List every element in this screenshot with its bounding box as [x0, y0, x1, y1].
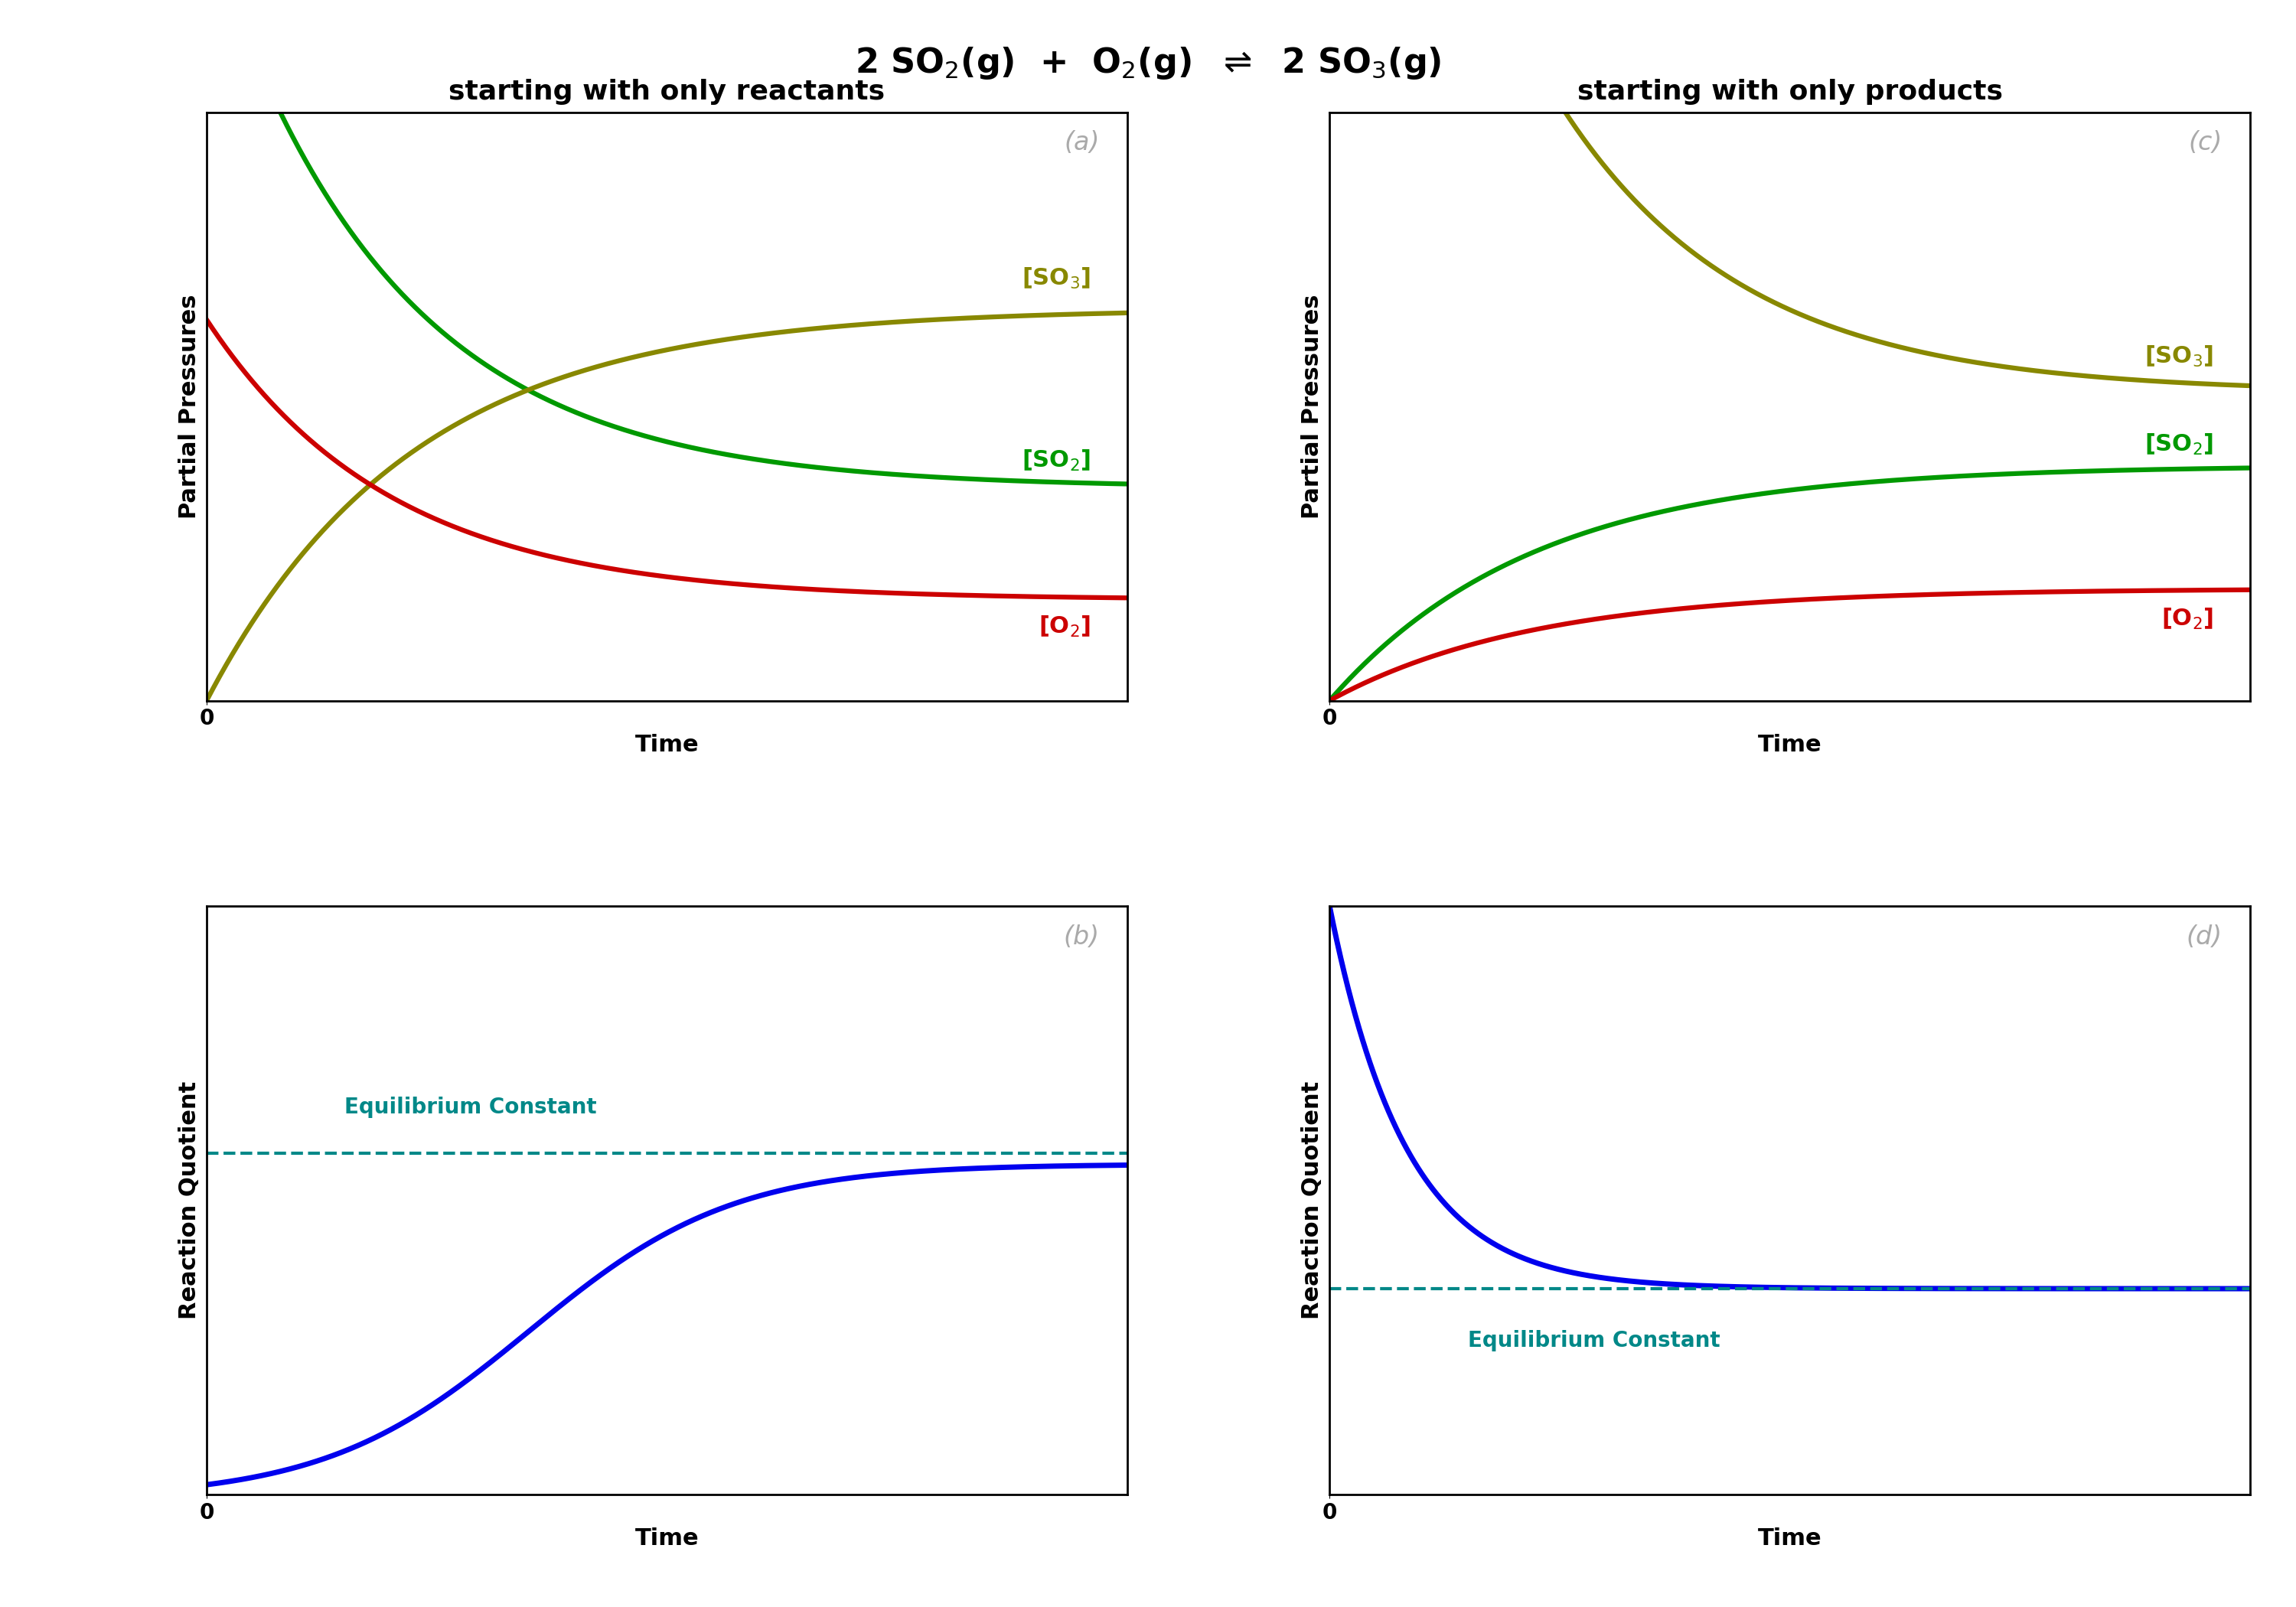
Text: Equilibrium Constant: Equilibrium Constant [344, 1096, 597, 1118]
Text: (c): (c) [2188, 130, 2223, 156]
Y-axis label: Reaction Quotient: Reaction Quotient [1302, 1082, 1322, 1319]
Text: [O$_2$]: [O$_2$] [1038, 615, 1091, 640]
Title: starting with only products: starting with only products [1577, 79, 2002, 104]
Text: [SO$_2$]: [SO$_2$] [2144, 432, 2213, 456]
Text: [SO$_3$]: [SO$_3$] [1022, 265, 1091, 291]
Text: 2 SO$_2$(g)  +  O$_2$(g)  $\rightleftharpoons$  2 SO$_3$(g): 2 SO$_2$(g) + O$_2$(g) $\rightleftharpoo… [854, 45, 1442, 80]
Y-axis label: Partial Pressures: Partial Pressures [1302, 294, 1322, 519]
Text: (a): (a) [1063, 130, 1100, 156]
Text: (b): (b) [1063, 924, 1100, 950]
Y-axis label: Partial Pressures: Partial Pressures [179, 294, 200, 519]
X-axis label: Time: Time [1759, 1528, 1821, 1549]
Text: [O$_2$]: [O$_2$] [2161, 606, 2213, 632]
Title: starting with only reactants: starting with only reactants [448, 79, 884, 104]
Y-axis label: Reaction Quotient: Reaction Quotient [179, 1082, 200, 1319]
Text: [SO$_3$]: [SO$_3$] [2144, 344, 2213, 370]
X-axis label: Time: Time [1759, 734, 1821, 755]
Text: (d): (d) [2186, 924, 2223, 950]
Text: [SO$_2$]: [SO$_2$] [1022, 448, 1091, 472]
X-axis label: Time: Time [636, 734, 698, 755]
Text: Equilibrium Constant: Equilibrium Constant [1467, 1331, 1720, 1351]
X-axis label: Time: Time [636, 1528, 698, 1549]
